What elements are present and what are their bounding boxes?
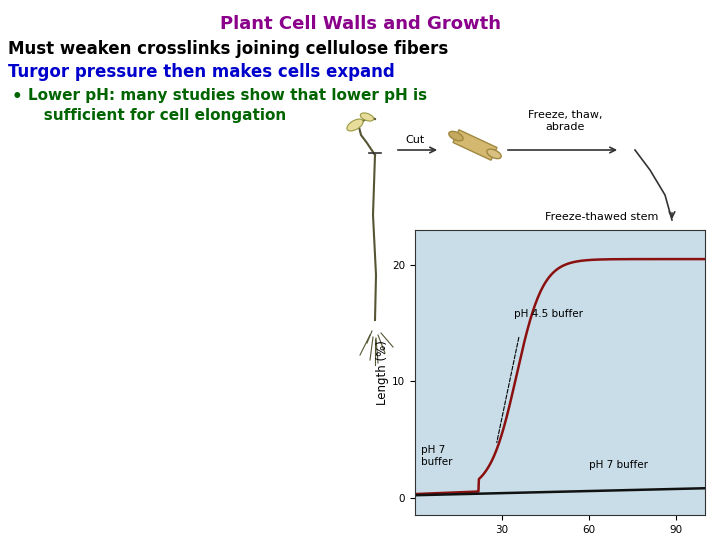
Text: Lower pH: many studies show that lower pH is: Lower pH: many studies show that lower p…	[28, 88, 427, 103]
Ellipse shape	[360, 113, 374, 121]
Text: Freeze-thawed stem: Freeze-thawed stem	[545, 212, 658, 222]
Ellipse shape	[487, 149, 501, 159]
Text: pH 7
buffer: pH 7 buffer	[420, 445, 452, 467]
Text: sufficient for cell elongation: sufficient for cell elongation	[28, 108, 287, 123]
Y-axis label: Length (%): Length (%)	[377, 340, 390, 405]
Polygon shape	[453, 130, 497, 160]
Ellipse shape	[449, 131, 463, 141]
Ellipse shape	[347, 119, 363, 131]
Text: pH 4.5 buffer: pH 4.5 buffer	[513, 309, 582, 319]
Text: •: •	[12, 88, 22, 106]
Text: Must weaken crosslinks joining cellulose fibers: Must weaken crosslinks joining cellulose…	[8, 40, 449, 58]
Text: Plant Cell Walls and Growth: Plant Cell Walls and Growth	[220, 15, 500, 33]
Text: Turgor pressure then makes cells expand: Turgor pressure then makes cells expand	[8, 63, 395, 81]
Text: Cut: Cut	[405, 135, 425, 145]
Text: pH 7 buffer: pH 7 buffer	[589, 461, 648, 470]
Text: Freeze, thaw,
abrade: Freeze, thaw, abrade	[528, 110, 602, 132]
